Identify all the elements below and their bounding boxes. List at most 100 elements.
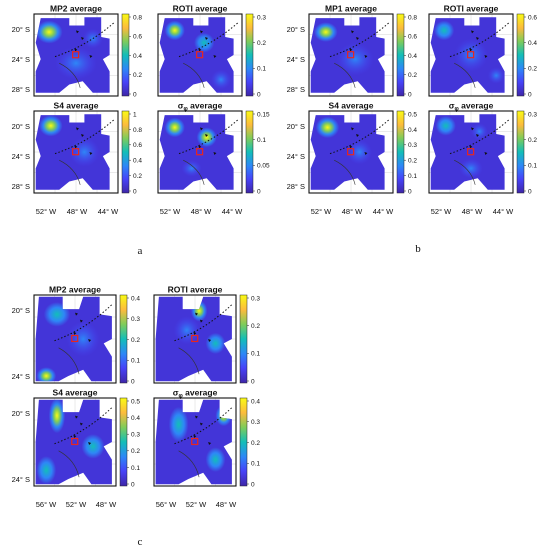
colorbar-tick-label: 0.4 [408,53,417,60]
colorbar-tick-label: 0.3 [408,142,417,149]
anomaly-blob [43,302,71,327]
y-tick-label: 24° S [287,152,305,161]
colorbar-tick-label: 0.8 [133,127,142,134]
colorbar-tick-label: 0 [528,188,532,195]
receiver-marker [356,133,360,137]
map-frame [33,294,117,384]
receiver-marker [76,30,79,34]
receiver-marker [469,48,473,52]
state-border [454,159,476,185]
x-tick-label: 48° W [462,207,483,216]
colorbar-tick-label: 0 [133,188,137,195]
anomaly-blob [66,321,100,357]
y-tick-label: 20° S [287,122,305,131]
map-panel: ROTI average 0.3 0.2 0.1 0 [153,285,260,385]
receiver-marker [349,145,353,149]
reference-station-marker [71,437,79,446]
colorbar-tick-label: 0 [251,378,255,385]
receiver-marker [198,48,202,52]
anomaly-blob [168,406,189,442]
y-tick-label: 24° S [12,152,30,161]
colorbar-tick-label: 0.2 [408,158,417,165]
anomaly-blob [164,20,185,41]
receiver-marker [351,127,354,131]
map-panel: σφ average 0.4 0.3 0.2 0.1 0 [153,388,260,488]
x-tick-label: 44° W [373,207,394,216]
subfigure-label: b [415,243,421,255]
receiver-marker [76,127,79,131]
map-panel: σφ average 0.15 0.1 0.05 0 [157,101,270,195]
colorbar [516,110,525,194]
map-frame [33,110,119,194]
map-panel: ROTI average 0.6 0.4 0.2 0 [428,4,537,98]
colorbar-tick-label: 0.5 [408,111,417,118]
anomaly-blob [81,434,105,459]
x-tick-label: 52° W [186,500,207,509]
map-panel: ROTI average 0.3 0.2 0.1 0 [157,4,266,98]
map-frame [308,110,394,194]
colorbar [119,397,128,487]
anomaly-blob [459,158,483,179]
receiver-marker [73,434,77,438]
state-border [59,159,81,185]
colorbar-tick-label: 0.1 [251,461,260,468]
reference-station-marker [196,51,204,59]
x-tick-label: 56° W [36,500,57,509]
receiver-marker [205,36,209,40]
x-tick-label: 44° W [222,207,243,216]
receiver-marker [200,127,203,131]
colorbar [121,110,130,194]
receiver-marker [199,422,203,426]
anomaly-blob [36,456,57,485]
reference-station-marker [191,334,199,343]
y-tick-label: 20° S [12,25,30,34]
receiver-marker [75,312,78,316]
panel-layer: MP2 average 0.8 0.6 0.4 0.2 0 ROTI average 0.3 0… [12,4,538,549]
colorbar-tick-label: 0.2 [131,448,140,455]
receiver-marker [88,442,92,445]
x-tick-label: 52° W [160,207,181,216]
colorbar [245,110,254,194]
state-border [334,159,356,185]
x-tick-label: 56° W [156,500,177,509]
x-tick-label: 48° W [67,207,88,216]
reference-station-marker [72,51,80,59]
receiver-marker [356,36,360,40]
x-tick-label: 52° W [431,207,452,216]
colorbar-tick-label: 0.4 [528,40,537,47]
colorbar-tick-label: 0 [257,91,261,98]
colorbar-tick-label: 0.2 [131,337,140,344]
receiver-marker [75,415,78,419]
colorbar-tick-label: 0 [251,481,255,488]
colorbar-tick-label: 0 [257,188,261,195]
colorbar-tick-label: 0.2 [251,440,260,447]
reference-station-marker [72,148,80,156]
colorbar-tick-label: 0.1 [408,173,417,180]
state-border [178,450,200,478]
panel-title: ROTI average [168,285,223,295]
subfigure-label: c [138,536,143,548]
x-tick-label: 48° W [191,207,212,216]
colorbar [516,13,525,97]
colorbar-tick-label: 0.6 [408,34,417,41]
colorbar [245,13,254,97]
receiver-marker [213,152,217,155]
receiver-marker [484,152,488,155]
y-tick-label: 28° S [12,182,30,191]
anomaly-blob [39,115,63,137]
receiver-marker [471,127,474,131]
receiver-marker [79,422,83,426]
map-panel: MP1 average 0.8 0.6 0.4 0.2 0 [308,4,417,98]
colorbar-tick-label: 0.4 [133,53,142,60]
reference-station-marker [191,437,199,446]
colorbar-tick-label: 0.4 [133,158,142,165]
colorbar-tick-label: 0.4 [408,127,417,134]
colorbar-tick-label: 0.6 [133,34,142,41]
data-field [430,114,505,190]
colorbar-tick-label: 0 [408,91,412,98]
state-border [334,62,356,88]
receiver-marker [208,442,212,445]
reference-station-marker [467,51,475,59]
map-frame [308,13,394,97]
map-frame [157,110,243,194]
